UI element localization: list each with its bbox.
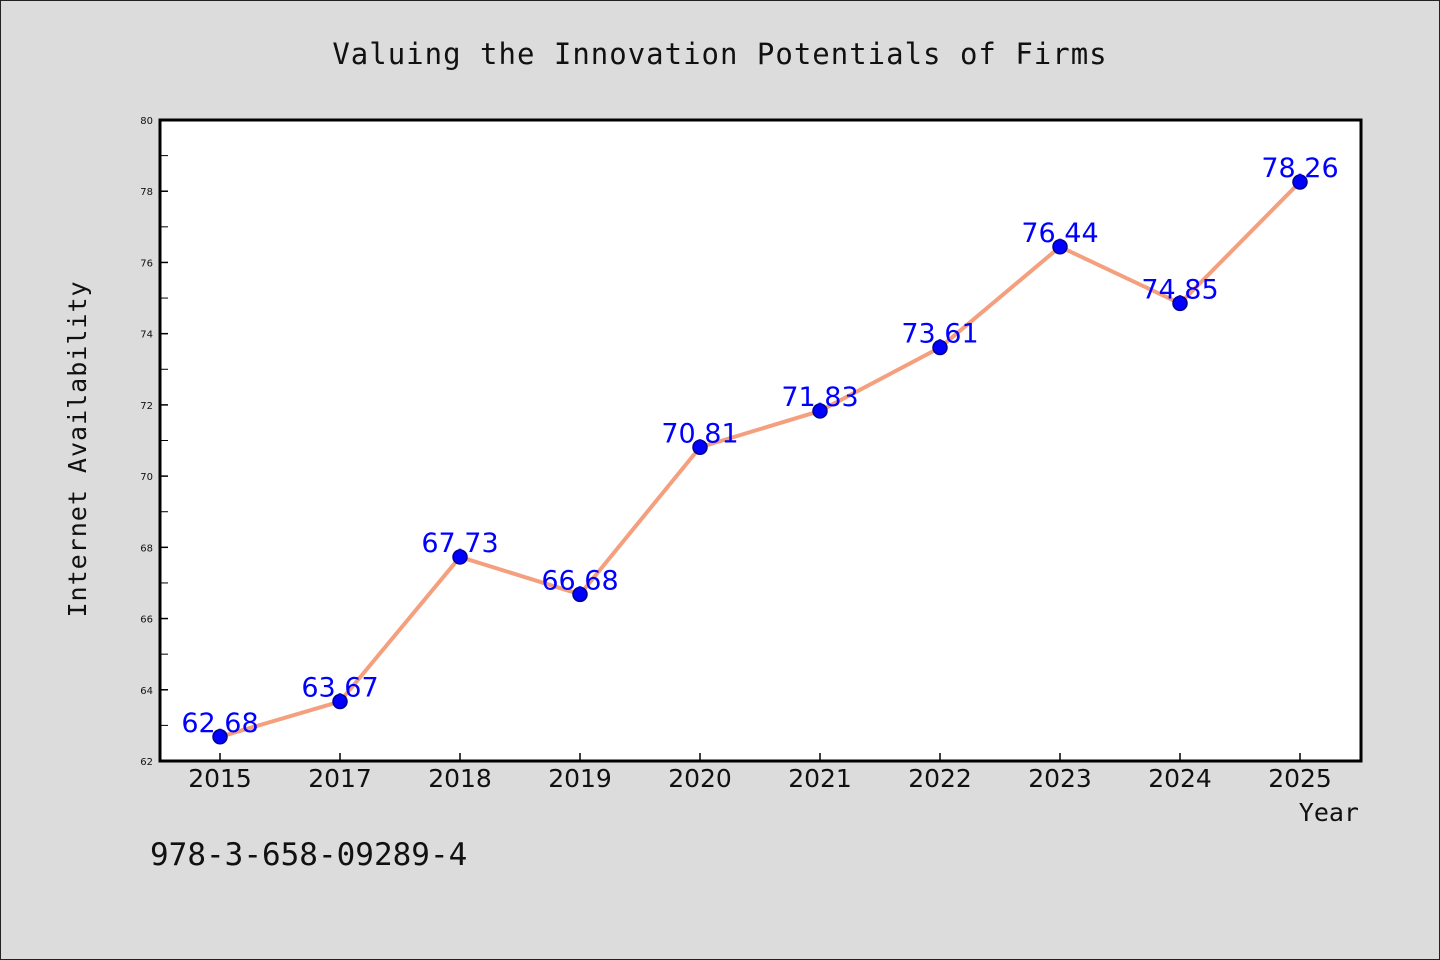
- data-label: 73.61: [901, 319, 978, 350]
- series-markers: [212, 174, 1308, 745]
- x-tick-label: 2020: [668, 764, 732, 793]
- x-axis-label: Year: [1299, 798, 1359, 827]
- y-axis: 62 64 66 68 70 72 74 76 78 80: [140, 116, 168, 768]
- data-point: [212, 729, 228, 745]
- data-label: 74.85: [1141, 274, 1218, 305]
- data-point: [332, 693, 348, 710]
- plot-area: [158, 118, 1363, 763]
- x-tick-label: 2019: [548, 764, 612, 793]
- y-tick-label: 66: [140, 615, 153, 626]
- x-tick-label: 2024: [1148, 764, 1212, 793]
- data-point: [1052, 239, 1068, 255]
- data-point: [692, 439, 708, 456]
- x-tick-label: 2015: [188, 764, 252, 793]
- data-label: 76.44: [1021, 218, 1098, 249]
- data-label: 70.81: [661, 418, 738, 449]
- x-axis: 2015 2017 2018 2019 2020 2021 2022 2023 2024 2025: [188, 753, 1332, 793]
- data-label: 71.83: [781, 382, 858, 413]
- data-point: [572, 586, 588, 603]
- x-tick-label: 2018: [428, 764, 492, 793]
- data-label: 63.67: [301, 673, 378, 704]
- data-point: [1172, 295, 1188, 312]
- data-label: 62.68: [181, 708, 258, 739]
- x-tick-label: 2023: [1028, 764, 1092, 793]
- y-axis-label: Internet Availability: [63, 280, 92, 617]
- y-tick-label: 74: [140, 330, 153, 341]
- y-tick-label: 64: [140, 686, 153, 697]
- isbn-annotation: 978-3-658-09289-4: [150, 837, 467, 873]
- y-tick-label: 80: [140, 116, 153, 127]
- data-point: [932, 339, 948, 356]
- data-point: [1292, 174, 1308, 190]
- data-point: [452, 549, 468, 565]
- x-tick-label: 2017: [308, 764, 372, 793]
- x-tick-label: 2021: [788, 764, 852, 793]
- data-label: 66.68: [541, 565, 618, 596]
- y-tick-label: 62: [140, 757, 153, 768]
- data-label: 78.26: [1261, 153, 1338, 184]
- y-tick-label: 68: [140, 543, 153, 554]
- x-tick-label: 2022: [908, 764, 972, 793]
- chart-title: Valuing the Innovation Potentials of Fir…: [332, 37, 1107, 71]
- y-tick-label: 78: [140, 187, 153, 198]
- y-tick-label: 70: [140, 472, 153, 483]
- data-point: [812, 403, 828, 419]
- data-label: 67.73: [421, 528, 498, 559]
- data-labels: 62.68 63.67 67.73 66.68 70.81 71.83 73.61 76.44…: [181, 153, 1338, 739]
- y-tick-label: 76: [140, 258, 153, 269]
- y-tick-label: 72: [140, 401, 153, 412]
- x-tick-label: 2025: [1268, 764, 1332, 793]
- series-line: [218, 179, 1302, 739]
